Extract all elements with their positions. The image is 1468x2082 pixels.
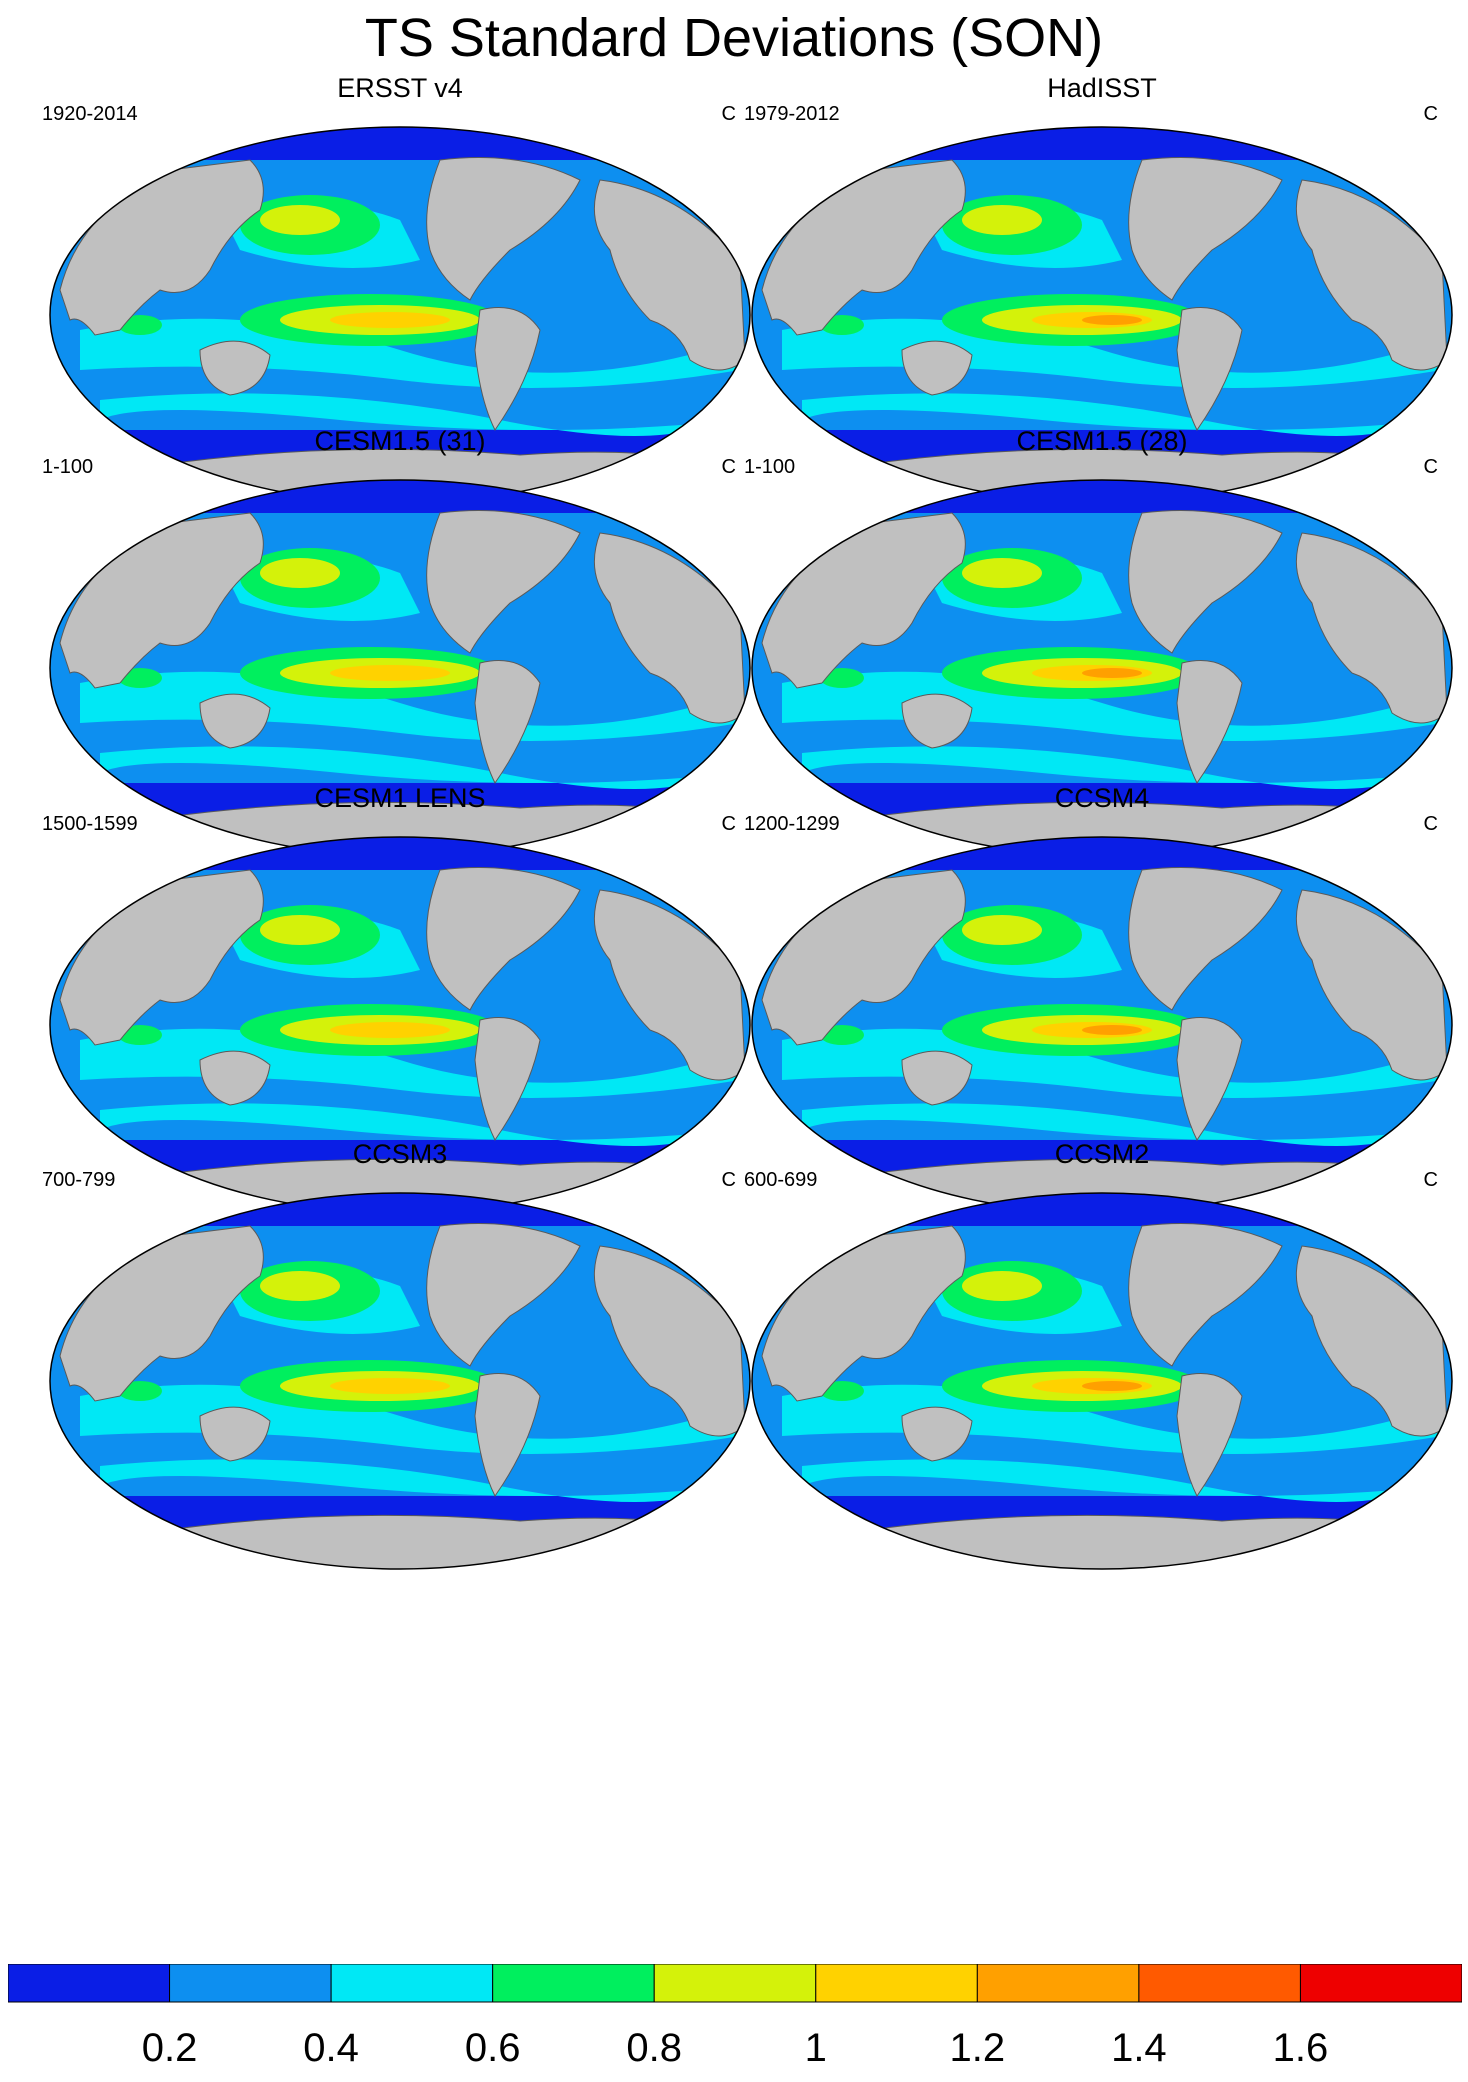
robinson-map — [49, 836, 751, 1214]
panel-unit: C — [1423, 1169, 1438, 1191]
colorbar-segment — [1138, 1964, 1301, 2003]
colorbar — [8, 1964, 1462, 2003]
panel-title: CESM1 LENS — [314, 783, 486, 813]
panel-title: CCSM2 — [1054, 1139, 1150, 1169]
map-panel: CCSM4 1200-1299 C — [742, 782, 1462, 1222]
page-title: TS Standard Deviations (SON) — [364, 8, 1104, 68]
panel-title: CESM1.5 (28) — [1016, 426, 1188, 456]
panel-unit: C — [1423, 103, 1438, 125]
panel-unit: C — [721, 103, 736, 125]
panel-unit: C — [721, 813, 736, 835]
panel-period: 700-799 — [42, 1169, 116, 1191]
colorbar-segment — [492, 1964, 655, 2003]
panel-unit: C — [721, 1169, 736, 1191]
panel-title: ERSST v4 — [337, 73, 463, 103]
colorbar-tick-label: 0.6 — [464, 2026, 521, 2070]
robinson-map — [751, 1192, 1453, 1570]
panel-unit: C — [721, 456, 736, 478]
panel-unit: C — [1423, 456, 1438, 478]
colorbar-segment — [1299, 1964, 1462, 2003]
colorbar-segment — [8, 1964, 171, 2003]
map-panel: HadISST 1979-2012 C — [742, 72, 1462, 512]
colorbar-tick-label: 1 — [804, 2026, 827, 2070]
colorbar-segment — [653, 1964, 817, 2003]
robinson-map — [751, 126, 1453, 504]
panel-title: CESM1.5 (31) — [314, 426, 486, 456]
panel-period: 1500-1599 — [42, 813, 138, 835]
robinson-map — [49, 1192, 751, 1570]
panel-period: 1-100 — [744, 456, 796, 478]
colorbar-tick-label: 0.4 — [303, 2026, 359, 2070]
panel-period: 1979-2012 — [744, 103, 840, 125]
panel-unit: C — [1423, 813, 1438, 835]
map-panel: CESM1 LENS 1500-1599 C — [40, 782, 760, 1222]
panel-period: 1200-1299 — [744, 813, 840, 835]
panel-period: 600-699 — [744, 1169, 818, 1191]
colorbar-tick-label: 0.8 — [626, 2026, 683, 2070]
robinson-map — [49, 479, 751, 857]
colorbar-segment — [169, 1964, 332, 2003]
panel-title: CCSM4 — [1054, 783, 1150, 813]
map-panel: CESM1.5 (31) 1-100 C — [40, 425, 760, 865]
panel-title: HadISST — [1047, 73, 1157, 103]
colorbar-segment — [330, 1964, 494, 2003]
colorbar-segment — [815, 1964, 978, 2003]
panel-period: 1920-2014 — [42, 103, 138, 125]
colorbar-segment — [976, 1964, 1140, 2003]
colorbar-tick-label: 1.2 — [949, 2026, 1006, 2070]
panel-title: CCSM3 — [352, 1139, 448, 1169]
colorbar-tick-label: 1.4 — [1111, 2026, 1167, 2070]
robinson-map — [751, 836, 1453, 1214]
colorbar-tick-label: 0.2 — [141, 2026, 198, 2070]
panel-period: 1-100 — [42, 456, 94, 478]
robinson-map — [49, 126, 751, 504]
map-panel: CCSM2 600-699 C — [742, 1138, 1462, 1578]
map-panel: CCSM3 700-799 C — [40, 1138, 760, 1578]
map-panel: ERSST v4 1920-2014 C — [40, 72, 760, 512]
colorbar-tick-label: 1.6 — [1272, 2026, 1329, 2070]
